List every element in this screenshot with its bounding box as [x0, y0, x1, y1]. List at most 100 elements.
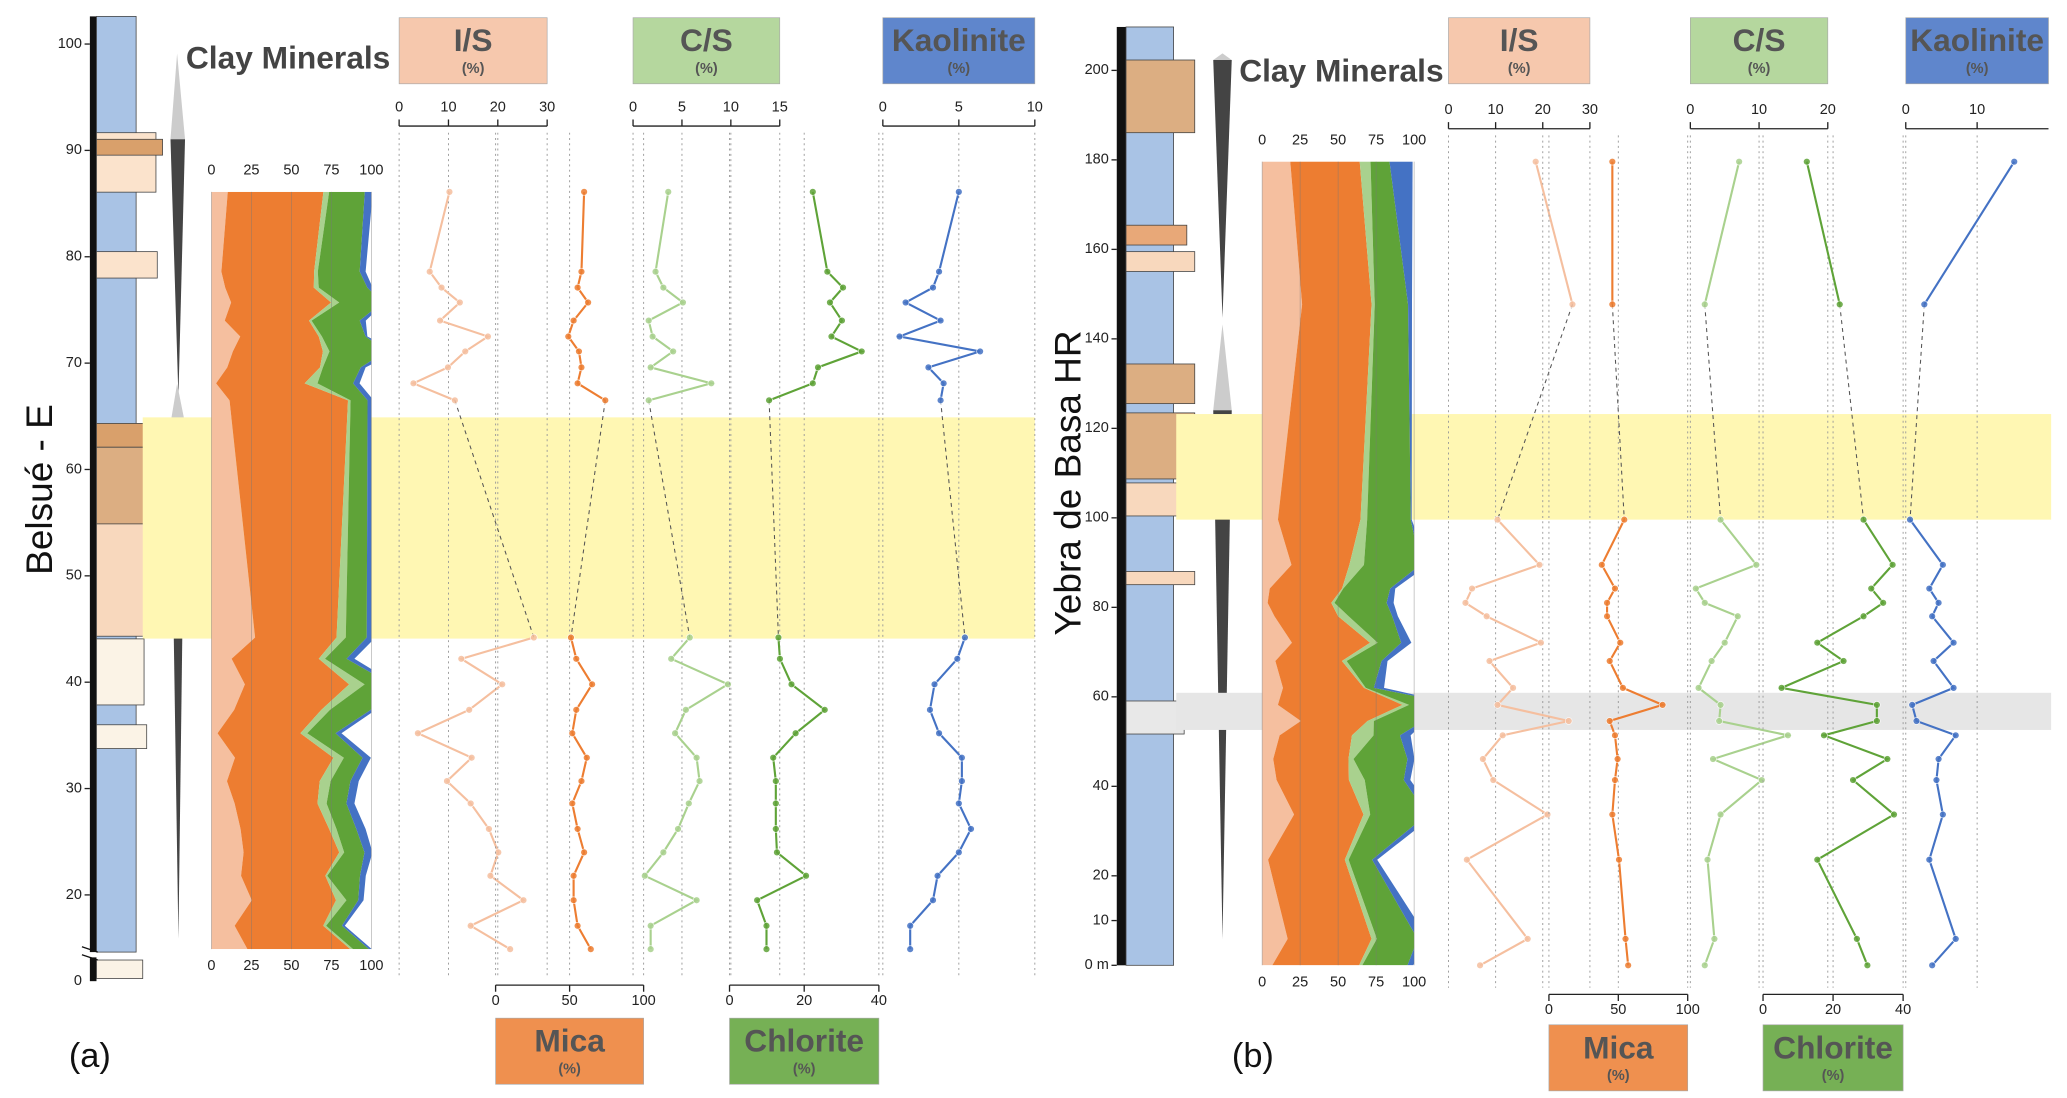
lithology-b — [1116, 26, 1232, 966]
sample-point — [1564, 717, 1573, 725]
profile-line — [1703, 161, 1741, 305]
x-tick-label: 50 — [562, 993, 578, 1009]
sample-point — [1820, 731, 1828, 740]
sample-point — [674, 825, 682, 833]
profile-connector — [570, 400, 606, 638]
sample-point — [1616, 638, 1625, 647]
sample-point — [467, 753, 476, 762]
legend-name: Chlorite — [744, 1023, 864, 1059]
sample-point — [827, 332, 836, 341]
profile-connector — [454, 400, 535, 638]
sample-point — [659, 283, 668, 292]
sample-point — [1716, 515, 1725, 524]
sample-point — [958, 777, 966, 785]
stack-area — [1267, 161, 1403, 966]
stack-tick-label: 75 — [1368, 132, 1384, 148]
sample-point — [707, 379, 716, 388]
sample-point — [976, 347, 984, 356]
sample-point — [772, 799, 780, 808]
profile-line — [410, 191, 491, 402]
sample-point — [1839, 657, 1848, 665]
x-tick-label: 10 — [1488, 102, 1504, 118]
stack-tick-label: 75 — [323, 958, 339, 974]
stack-tick-label: 0 — [207, 163, 215, 179]
sample-point — [953, 655, 962, 663]
x-tick-label: 20 — [1535, 102, 1551, 118]
sample-point — [443, 777, 451, 785]
sample-point — [1509, 684, 1517, 692]
sample-point — [588, 680, 596, 689]
x-tick-label: 10 — [1969, 102, 1985, 118]
legend-box — [729, 1017, 880, 1085]
sample-point — [1611, 776, 1619, 784]
sample-point — [1934, 599, 1943, 607]
sample-point — [1715, 717, 1723, 725]
y-tick-label: 0 m — [1085, 957, 1109, 973]
sample-point — [839, 283, 847, 292]
sample-point — [569, 316, 578, 325]
sample-point — [762, 921, 771, 930]
sample-point — [682, 706, 690, 714]
x-tick-label: 10 — [1751, 102, 1767, 118]
x-tick-label: 20 — [796, 993, 812, 1009]
sample-point — [519, 896, 528, 905]
sample-point — [955, 188, 963, 196]
sample-point — [1890, 810, 1898, 819]
stack-tick-label: 0 — [1258, 132, 1266, 148]
sample-point — [906, 921, 914, 930]
x-tick-label: 10 — [440, 99, 456, 115]
sample-point — [692, 896, 701, 905]
sample-point — [580, 188, 588, 196]
sample-point — [936, 396, 945, 405]
sample-point — [568, 729, 577, 738]
sample-point — [762, 945, 771, 953]
sample-point — [1867, 584, 1876, 593]
sample-point — [1879, 599, 1887, 607]
sample-point — [575, 347, 583, 356]
sample-point — [1476, 961, 1484, 970]
sample-point — [583, 753, 591, 762]
sample-point — [457, 655, 466, 663]
sample-point — [572, 706, 581, 714]
sample-point — [530, 633, 538, 642]
sample-point — [1784, 731, 1792, 740]
sample-point — [933, 872, 942, 880]
sample-point — [485, 825, 493, 833]
sample-point — [667, 655, 675, 663]
x-tick-label: 0 — [1545, 1002, 1553, 1018]
sample-point — [1752, 561, 1761, 569]
sample-point — [1701, 599, 1709, 607]
sample-point — [1912, 717, 1921, 725]
legend-box — [1690, 17, 1829, 85]
sample-point — [1716, 701, 1725, 709]
section-label: Belsué - E — [19, 404, 60, 575]
stack-tick-label: 50 — [283, 958, 299, 974]
sample-point — [414, 729, 422, 738]
sample-point — [1535, 561, 1544, 569]
stack-area — [1331, 161, 1410, 966]
x-tick-label: 0 — [1444, 102, 1452, 118]
sample-point — [901, 298, 910, 307]
stack-area — [307, 191, 372, 950]
sample-point — [456, 298, 464, 307]
stack-area — [300, 191, 365, 950]
sample-point — [802, 872, 810, 880]
sample-point — [955, 848, 963, 857]
sample-point — [685, 799, 693, 808]
stack-area — [1334, 161, 1415, 966]
sample-point — [1929, 657, 1938, 665]
stack-tick-label: 25 — [243, 958, 259, 974]
sample-point — [669, 347, 677, 356]
stack-tick-label: 100 — [1402, 974, 1426, 990]
x-tick-label: 5 — [955, 99, 963, 115]
y-tick-label: 10 — [1093, 912, 1109, 928]
sample-point — [1863, 961, 1872, 970]
sample-point — [1735, 157, 1743, 166]
sample-point — [1888, 561, 1897, 569]
sample-point — [1803, 157, 1811, 166]
sample-point — [1849, 776, 1857, 784]
legend-name: I/S — [454, 22, 493, 58]
sample-point — [1716, 810, 1725, 819]
sample-point — [823, 267, 832, 276]
